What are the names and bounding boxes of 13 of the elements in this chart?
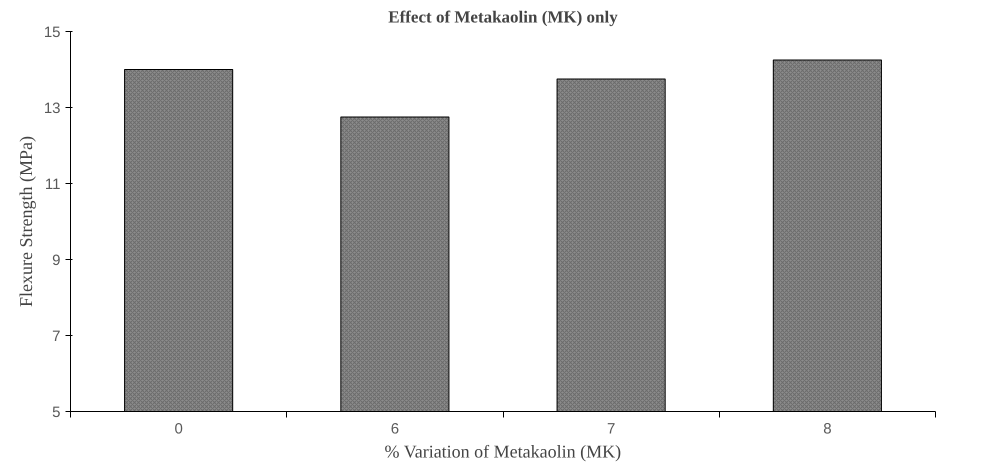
y-tick-label: 11 <box>44 176 61 193</box>
x-tick-label: 7 <box>606 420 616 438</box>
x-tick-label: 8 <box>823 420 832 438</box>
y-axis-title: Flexure Strength (MPa) <box>16 136 36 307</box>
y-tick-label: 9 <box>52 252 60 269</box>
y-tick-label: 13 <box>44 100 61 117</box>
x-axis-title: % Variation of Metakaolin (MK) <box>384 442 622 462</box>
y-tick-label: 5 <box>52 404 60 421</box>
x-tick-label: 0 <box>174 420 183 438</box>
x-tick-label: 6 <box>390 420 400 438</box>
y-tick-label: 7 <box>52 328 60 345</box>
chart-title: Effect of Metakaolin (MK) only <box>388 8 618 26</box>
y-tick-label: 15 <box>44 24 61 41</box>
